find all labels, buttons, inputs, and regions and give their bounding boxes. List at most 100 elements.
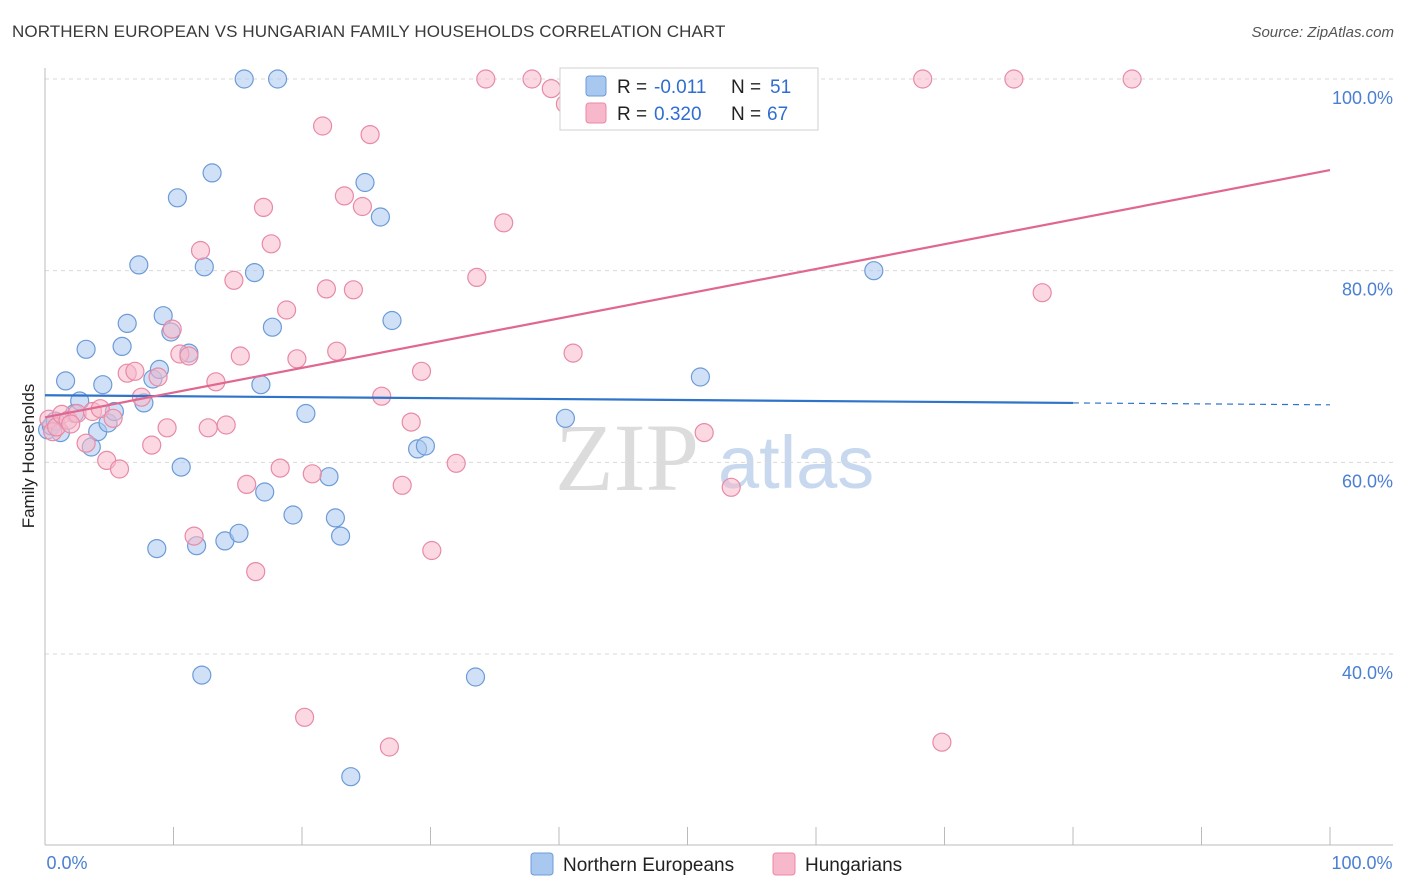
hungarian-point (184, 526, 204, 546)
hungarian-point (563, 343, 583, 363)
series-hungarians (39, 69, 1142, 757)
hungarian-point (522, 69, 542, 89)
northern-european-point (355, 172, 375, 193)
hungarian-point (1122, 69, 1142, 89)
legend-r-label-2: R = (617, 104, 647, 125)
hungarian-point (313, 116, 333, 136)
hungarian-point (216, 415, 236, 435)
hungarian-point (246, 561, 266, 582)
hungarian-point (190, 240, 211, 261)
northern-european-point (555, 408, 576, 428)
hungarian-point (694, 423, 714, 443)
hungarian-point (109, 459, 130, 479)
hungarian-point (411, 361, 432, 381)
northern-european-point (194, 257, 214, 277)
hungarian-point (295, 707, 315, 727)
hungarian-point (261, 234, 281, 254)
northern-european-point (319, 467, 339, 487)
hungarian-point (1032, 283, 1052, 303)
y-tick-label: 80.0% (1342, 280, 1393, 300)
northern-european-point (690, 367, 711, 387)
y-tick-label: 40.0% (1342, 663, 1393, 683)
northern-european-point (76, 339, 96, 359)
legend-r-value-1: -0.011 (654, 77, 706, 98)
hungarian-point (476, 69, 496, 89)
y-tick-labels: 40.0% 60.0% 80.0% 100.0% (1332, 88, 1393, 683)
hungarian-point (103, 408, 123, 428)
bottom-legend-swatch-pink (772, 852, 796, 876)
northern-european-point (167, 188, 187, 208)
hungarian-point (352, 196, 372, 217)
hungarian-point (343, 280, 363, 300)
legend-swatch-pink (585, 102, 607, 124)
hungarian-point (76, 433, 96, 453)
legend-swatch-blue (585, 75, 607, 97)
hungarian-point (157, 418, 177, 438)
y-tick-label: 100.0% (1332, 88, 1393, 108)
hungarian-point (270, 458, 290, 478)
hungarian-point (316, 279, 336, 299)
hungarian-point (541, 78, 561, 99)
northern-european-point (251, 375, 271, 395)
northern-european-point (171, 457, 191, 477)
hungarian-point (277, 300, 297, 320)
northern-european-point (415, 436, 435, 456)
hungarian-point (125, 361, 145, 381)
bottom-legend-label-2: Hungarians (805, 855, 902, 876)
northern-european-point (202, 163, 222, 183)
legend-n-label-1: N = (731, 77, 761, 98)
trend-line-hungarians (44, 168, 1331, 419)
northern-european-point (864, 261, 884, 281)
hungarian-point (230, 346, 250, 366)
hungarian-point (179, 346, 199, 366)
northern-european-point (129, 255, 149, 275)
hungarian-point (392, 475, 412, 495)
hungarian-point (327, 341, 347, 361)
trend-line-northern-europeans (44, 394, 1074, 405)
northern-european-point (192, 665, 212, 685)
northern-european-point (331, 526, 351, 546)
hungarian-point (237, 474, 257, 494)
hungarian-point (148, 367, 168, 387)
hungarian-point (1004, 69, 1024, 89)
northern-european-point (296, 403, 316, 424)
northern-european-point (244, 263, 265, 283)
northern-european-point (262, 317, 282, 337)
hungarian-point (253, 197, 274, 217)
hungarian-point (401, 412, 421, 432)
legend-r-value-2: 0.320 (654, 104, 702, 125)
hungarian-point (162, 319, 182, 339)
hungarian-point (198, 418, 218, 438)
trend-line-northern-europeans-extension (1072, 402, 1331, 406)
hungarian-point (334, 186, 354, 206)
hungarian-point (372, 386, 392, 406)
x-ticks (44, 827, 1331, 845)
hungarian-point (932, 732, 952, 752)
hungarian-point (913, 69, 933, 89)
hungarian-point (446, 453, 466, 473)
hungarian-point (467, 267, 487, 287)
northern-european-point (55, 371, 76, 391)
y-tick-label: 60.0% (1342, 471, 1393, 491)
hungarian-point (379, 737, 399, 757)
northern-european-point (325, 508, 345, 528)
northern-european-point (341, 767, 361, 787)
legend-n-value-2: 67 (767, 104, 788, 125)
northern-european-point (370, 207, 390, 227)
bottom-legend-swatch-blue (530, 852, 554, 876)
series-legend: Northern Europeans Hungarians (530, 852, 902, 876)
watermark-zip: ZIP (555, 404, 699, 511)
northern-european-point (234, 69, 254, 89)
hungarian-point (494, 213, 514, 233)
northern-european-point (147, 538, 167, 559)
northern-european-point (229, 523, 249, 543)
northern-european-point (153, 306, 173, 326)
northern-european-point (93, 375, 113, 395)
hungarian-point (142, 435, 162, 455)
hungarian-point (360, 125, 380, 145)
chart-title: NORTHERN EUROPEAN VS HUNGARIAN FAMILY HO… (12, 22, 726, 41)
hungarian-point (422, 540, 442, 561)
hungarian-point (224, 270, 244, 290)
northern-european-point (382, 310, 402, 331)
